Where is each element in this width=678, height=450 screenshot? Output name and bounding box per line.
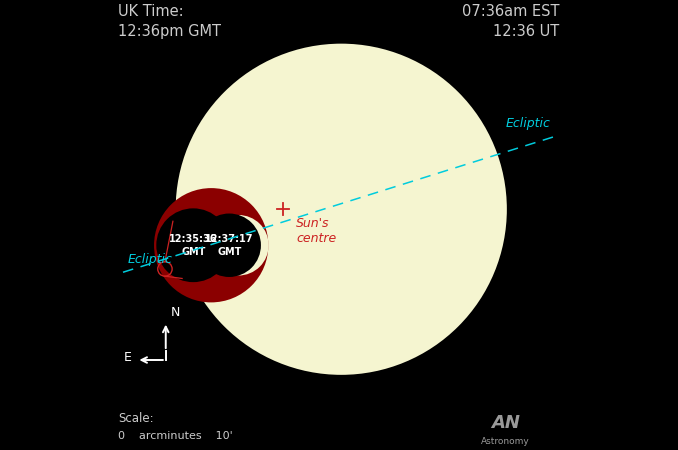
Text: UK Time:
12:36pm GMT: UK Time: 12:36pm GMT (119, 4, 222, 39)
Text: E: E (124, 351, 132, 364)
Text: 0    arcminutes    10': 0 arcminutes 10' (119, 431, 233, 441)
Circle shape (176, 44, 507, 375)
Text: Astronomy: Astronomy (481, 436, 530, 446)
Text: Ecliptic: Ecliptic (127, 252, 172, 266)
Text: N: N (170, 306, 180, 320)
Text: Ecliptic: Ecliptic (506, 117, 551, 130)
Circle shape (157, 208, 230, 282)
Text: 12:35:36
GMT: 12:35:36 GMT (169, 234, 218, 257)
Circle shape (154, 188, 268, 302)
Circle shape (197, 213, 261, 277)
Text: 12:37:17
GMT: 12:37:17 GMT (205, 234, 254, 257)
Circle shape (208, 215, 268, 275)
Text: Sun's
centre: Sun's centre (296, 217, 336, 245)
Text: 07:36am EST
12:36 UT: 07:36am EST 12:36 UT (462, 4, 559, 39)
Text: Scale:: Scale: (119, 412, 154, 425)
Circle shape (195, 229, 236, 269)
Text: AN: AN (491, 414, 520, 432)
